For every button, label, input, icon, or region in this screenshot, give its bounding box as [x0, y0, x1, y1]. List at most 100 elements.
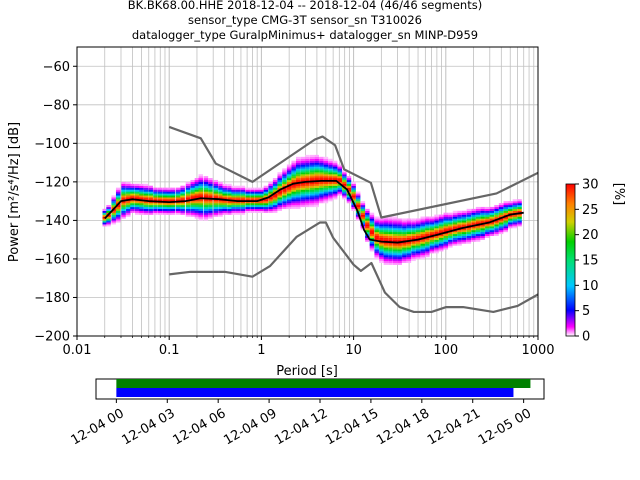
psd-density-cell — [471, 226, 476, 229]
psd-density-cell — [130, 187, 135, 190]
psd-density-cell — [374, 218, 379, 221]
psd-density-cell — [162, 193, 168, 196]
line-mode — [104, 180, 524, 244]
psd-density-cell — [170, 210, 176, 213]
psd-density-cell — [411, 230, 416, 233]
psd-density-cell — [498, 218, 504, 221]
psd-density-cell — [406, 222, 412, 225]
psd-density-cell — [250, 210, 255, 213]
psd-density-cell — [448, 222, 453, 225]
psd-density-cell — [411, 228, 416, 231]
psd-density-cell — [434, 216, 439, 219]
psd-density-cell — [203, 204, 209, 208]
psd-density-cell — [397, 239, 402, 242]
psd-density-cell — [143, 187, 149, 190]
psd-density-cell — [268, 185, 273, 188]
psd-density-cell — [452, 233, 458, 237]
psd-density-cell — [222, 195, 227, 198]
psd-density-cell — [475, 237, 481, 240]
psd-density-cell — [438, 249, 444, 252]
psd-density-cell — [291, 166, 296, 169]
psd-density-cell — [166, 203, 172, 206]
psd-density-cell — [388, 245, 393, 248]
psd-density-cell — [332, 178, 338, 181]
psd-density-cell — [383, 237, 389, 240]
psd-density-cell — [153, 208, 158, 211]
psd-density-cell — [485, 210, 490, 213]
psd-density-cell — [332, 185, 338, 188]
psd-density-cell — [231, 201, 236, 204]
psd-density-cell — [282, 179, 287, 183]
psd-density-cell — [480, 218, 485, 221]
psd-density-cell — [231, 210, 236, 213]
psd-density-cell — [185, 183, 191, 186]
psd-density-cell — [443, 222, 449, 225]
psd-density-cell — [130, 195, 135, 198]
psd-density-cell — [166, 189, 172, 192]
psd-density-cell — [374, 249, 379, 252]
psd-density-cell — [480, 228, 485, 231]
psd-density-cell — [351, 199, 356, 202]
psd-density-cell — [305, 195, 310, 198]
psd-density-cell — [346, 199, 352, 202]
psd-density-cell — [503, 218, 509, 221]
psd-density-cell — [222, 212, 227, 215]
psd-density-cell — [397, 255, 402, 258]
psd-density-cell — [126, 208, 131, 211]
psd-density-cell — [503, 220, 509, 223]
psd-density-cell — [457, 210, 462, 213]
psd-density-cell — [277, 185, 282, 188]
psd-density-cell — [250, 187, 255, 190]
psd-density-cell — [235, 201, 241, 204]
psd-density-cell — [300, 195, 306, 198]
psd-density-cell — [411, 218, 416, 221]
x-tick-label: 100 — [433, 343, 458, 358]
psd-density-cell — [319, 164, 324, 167]
psd-density-cell — [443, 235, 449, 238]
psd-density-cell — [295, 201, 301, 204]
psd-density-cell — [365, 222, 370, 225]
psd-density-cell — [295, 193, 301, 196]
psd-density-cell — [282, 170, 287, 173]
psd-density-cell — [134, 212, 140, 215]
psd-density-cell — [286, 195, 292, 198]
psd-density-cell — [277, 195, 282, 198]
psd-density-cell — [203, 218, 209, 221]
psd-density-cell — [383, 257, 389, 260]
psd-density-cell — [369, 212, 375, 215]
psd-density-cell — [314, 189, 319, 192]
psd-density-cell — [235, 189, 241, 192]
psd-density-cell — [111, 201, 116, 204]
timeline-tick-label: 12-05 00 — [476, 406, 534, 448]
psd-density-cell — [420, 239, 425, 242]
psd-density-cell — [406, 228, 412, 231]
psd-density-cell — [374, 224, 379, 227]
psd-density-cell — [282, 174, 287, 177]
psd-density-cell — [162, 206, 168, 210]
psd-density-cell — [355, 214, 361, 217]
psd-density-cell — [411, 255, 416, 258]
psd-density-cell — [319, 168, 324, 171]
psd-density-cell — [466, 231, 472, 235]
psd-density-cell — [218, 183, 223, 186]
psd-density-cell — [434, 218, 439, 221]
psd-density-cell — [291, 199, 296, 202]
psd-density-cell — [282, 181, 287, 184]
psd-density-cell — [203, 181, 209, 184]
psd-density-cell — [314, 185, 319, 188]
psd-density-cell — [355, 201, 361, 204]
psd-density-cell — [397, 218, 402, 221]
psd-density-cell — [314, 168, 319, 171]
psd-density-cell — [452, 216, 458, 219]
psd-density-cell — [194, 206, 200, 210]
psd-density-cell — [231, 191, 236, 194]
psd-density-cell — [355, 206, 361, 210]
psd-density-cell — [411, 231, 416, 235]
psd-density-cell — [406, 243, 412, 246]
psd-density-cell — [115, 201, 121, 204]
psd-density-cell — [466, 220, 472, 223]
psd-density-cell — [323, 164, 329, 167]
psd-density-cell — [314, 187, 319, 190]
psd-density-cell — [351, 183, 356, 186]
psd-density-cell — [213, 185, 219, 188]
